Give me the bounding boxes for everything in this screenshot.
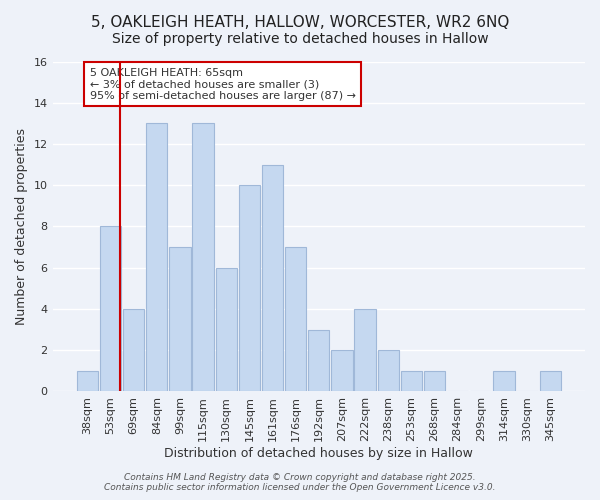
Bar bbox=[285, 247, 306, 392]
Bar bbox=[331, 350, 353, 392]
Bar bbox=[493, 371, 515, 392]
Text: 5 OAKLEIGH HEATH: 65sqm
← 3% of detached houses are smaller (3)
95% of semi-deta: 5 OAKLEIGH HEATH: 65sqm ← 3% of detached… bbox=[90, 68, 356, 101]
Bar bbox=[262, 164, 283, 392]
X-axis label: Distribution of detached houses by size in Hallow: Distribution of detached houses by size … bbox=[164, 447, 473, 460]
Bar bbox=[100, 226, 121, 392]
Y-axis label: Number of detached properties: Number of detached properties bbox=[15, 128, 28, 325]
Bar bbox=[308, 330, 329, 392]
Bar bbox=[193, 124, 214, 392]
Bar bbox=[355, 309, 376, 392]
Bar bbox=[123, 309, 145, 392]
Bar bbox=[215, 268, 237, 392]
Bar bbox=[146, 124, 167, 392]
Bar bbox=[239, 185, 260, 392]
Bar bbox=[539, 371, 561, 392]
Text: Contains HM Land Registry data © Crown copyright and database right 2025.
Contai: Contains HM Land Registry data © Crown c… bbox=[104, 473, 496, 492]
Bar bbox=[401, 371, 422, 392]
Bar bbox=[77, 371, 98, 392]
Bar bbox=[424, 371, 445, 392]
Bar bbox=[169, 247, 191, 392]
Text: 5, OAKLEIGH HEATH, HALLOW, WORCESTER, WR2 6NQ: 5, OAKLEIGH HEATH, HALLOW, WORCESTER, WR… bbox=[91, 15, 509, 30]
Text: Size of property relative to detached houses in Hallow: Size of property relative to detached ho… bbox=[112, 32, 488, 46]
Bar bbox=[377, 350, 399, 392]
